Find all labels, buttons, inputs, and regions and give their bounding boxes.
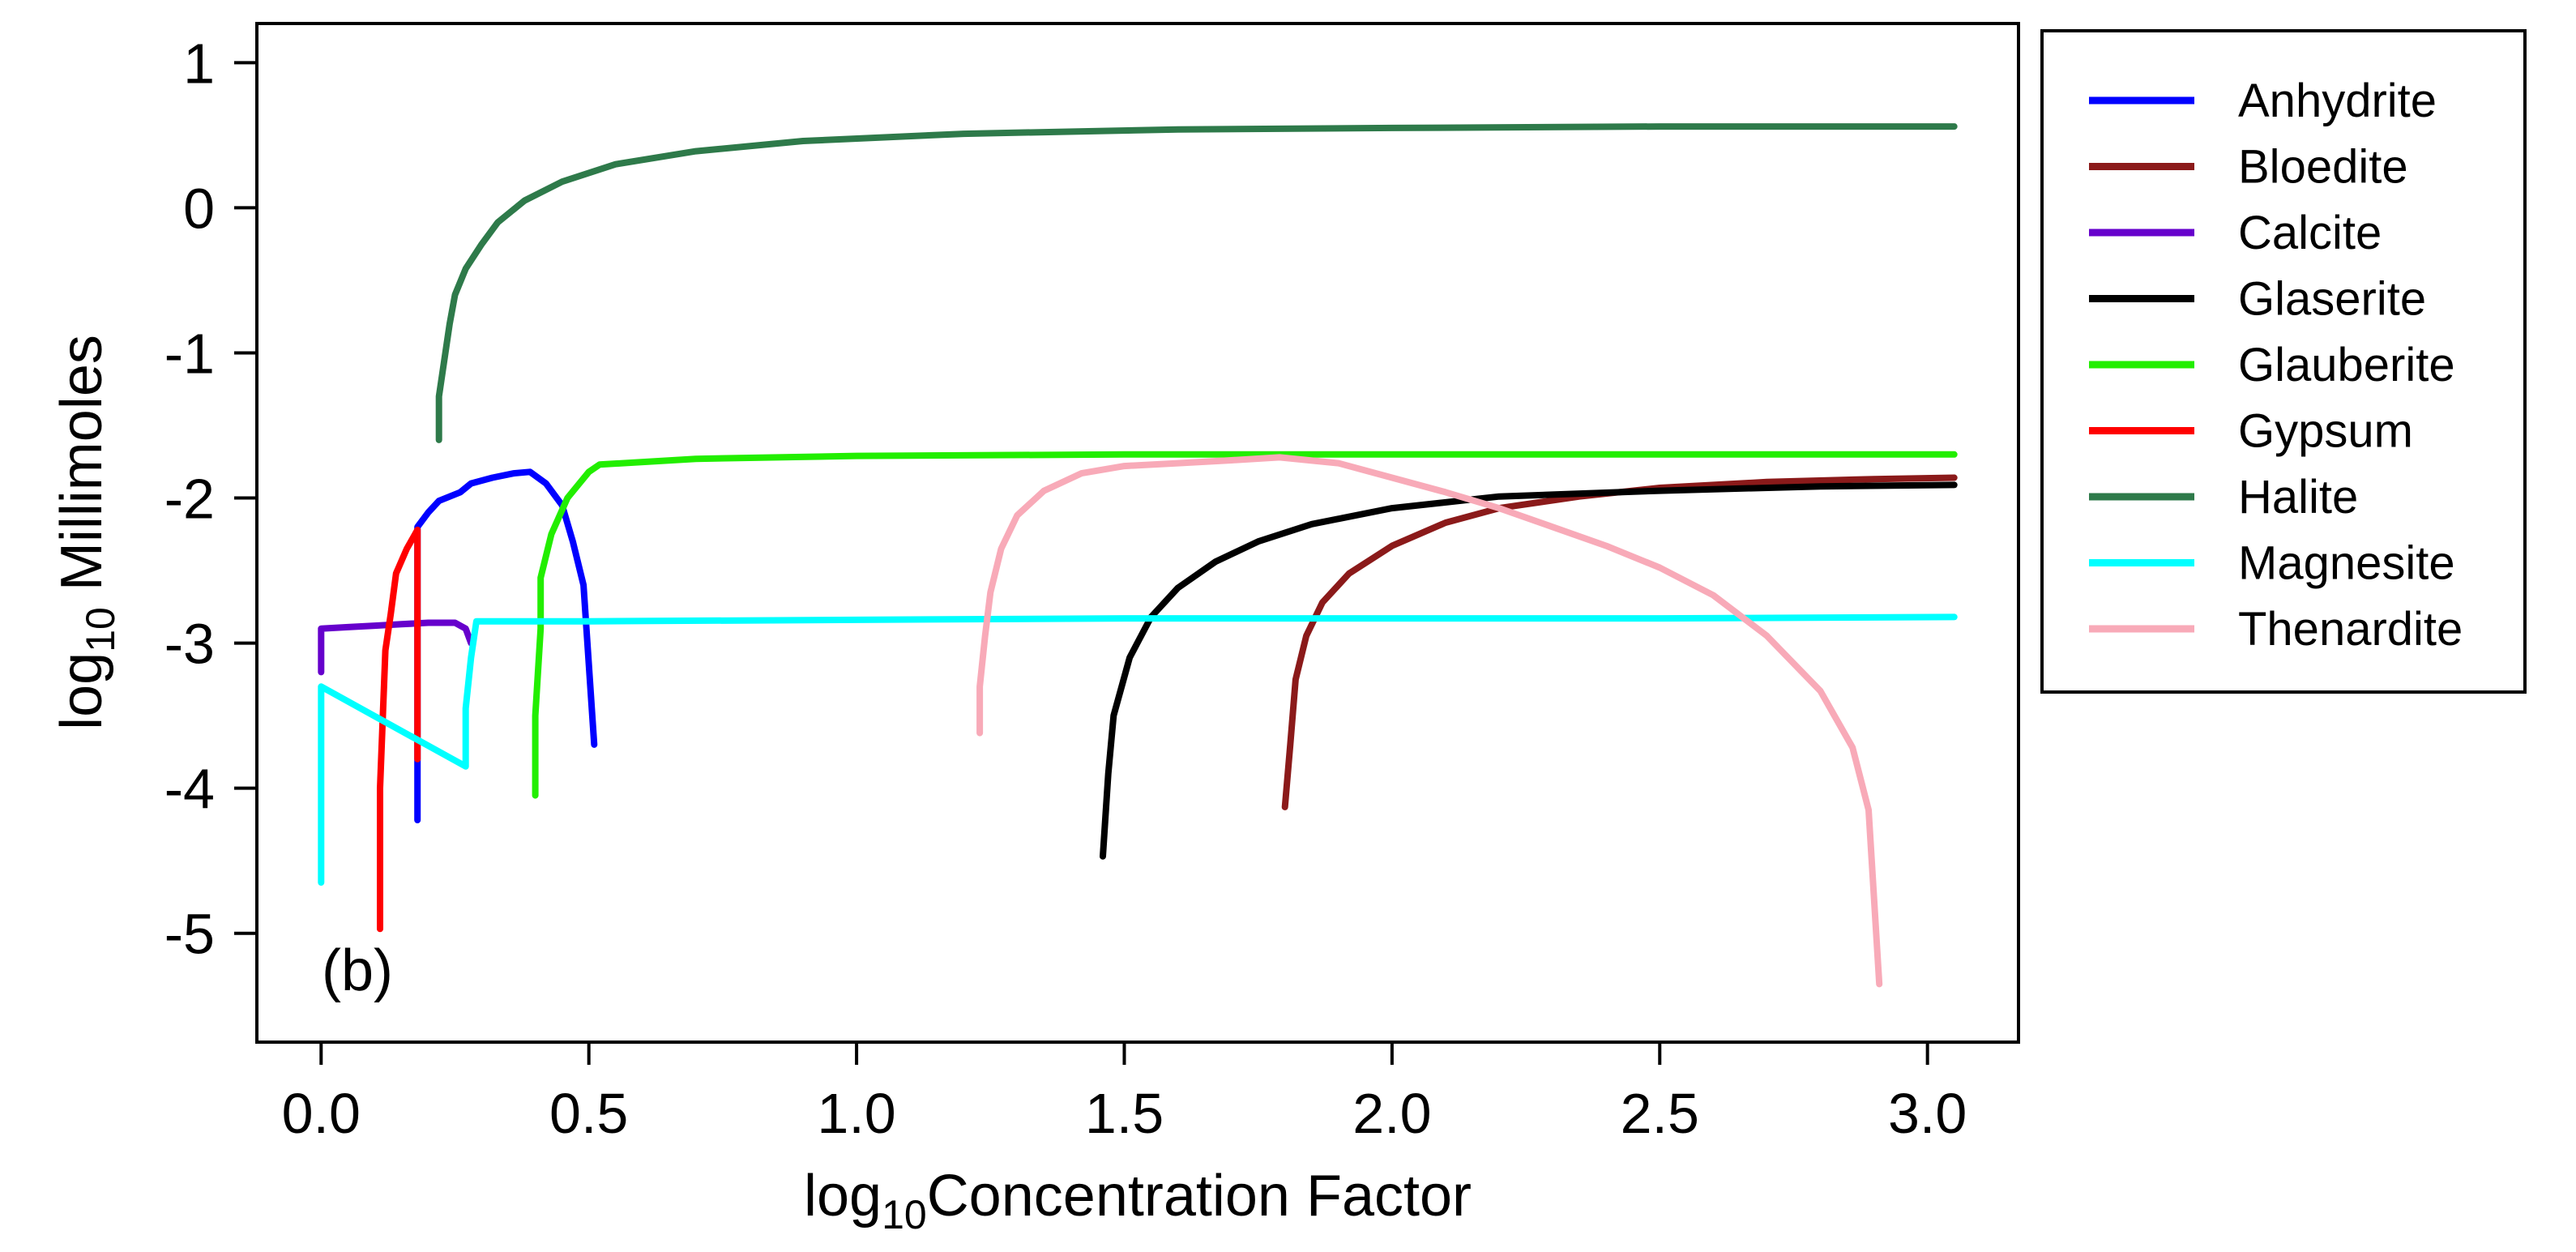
panel-label: (b) <box>322 938 393 1003</box>
y-tick-label: -1 <box>164 322 215 385</box>
y-tick-label: -4 <box>164 758 215 821</box>
y-axis-title: log10 Millimoles <box>49 335 123 730</box>
y-tick-label: -5 <box>164 903 215 966</box>
x-tick-label: 3.0 <box>1888 1082 1967 1145</box>
series-line-anhydrite <box>414 468 598 823</box>
series-line-calcite <box>318 619 475 676</box>
legend-label-glauberite: Glauberite <box>2238 339 2455 391</box>
series-line-glauberite <box>532 451 1958 799</box>
series-line-gypsum <box>377 526 421 933</box>
legend-label-calcite: Calcite <box>2238 207 2382 259</box>
legend-label-anhydrite: Anhydrite <box>2238 75 2437 127</box>
series-line-bloedite <box>1281 474 1958 810</box>
x-tick-label: 1.5 <box>1085 1082 1164 1145</box>
x-tick-label: 2.5 <box>1621 1082 1699 1145</box>
legend-label-thenardite: Thenardite <box>2238 603 2463 656</box>
legend: Anhydrite Bloedite Calcite Glaserite Glauber… <box>2040 29 2527 694</box>
y-tick-label: -3 <box>164 613 215 676</box>
series-line-glaserite <box>1100 481 1958 860</box>
y-tick-label: 1 <box>183 32 215 95</box>
y-tick-label: 0 <box>183 177 215 240</box>
x-axis-title: log10Concentration Factor <box>804 1164 1472 1237</box>
plot-frame <box>255 22 2020 1044</box>
x-tick-label: 0.5 <box>549 1082 628 1145</box>
legend-label-glaserite: Glaserite <box>2238 273 2426 326</box>
series-line-magnesite <box>318 613 1958 886</box>
legend-label-bloedite: Bloedite <box>2238 141 2408 194</box>
series-line-halite <box>435 123 1958 443</box>
legend-label-magnesite: Magnesite <box>2238 537 2455 590</box>
series-layer <box>318 123 1958 988</box>
series-line-thenardite <box>976 454 1883 988</box>
x-tick-label: 0.0 <box>282 1082 361 1145</box>
y-tick-label: -2 <box>164 468 215 531</box>
legend-label-halite: Halite <box>2238 471 2358 523</box>
y-axis: 1 0 -1 -2 -3 -4 -5 <box>164 32 257 966</box>
x-tick-label: 1.0 <box>817 1082 895 1145</box>
legend-label-gypsum: Gypsum <box>2238 405 2413 458</box>
x-tick-label: 2.0 <box>1352 1082 1431 1145</box>
x-axis: 0.0 0.5 1.0 1.5 2.0 2.5 3.0 <box>282 1042 1967 1145</box>
